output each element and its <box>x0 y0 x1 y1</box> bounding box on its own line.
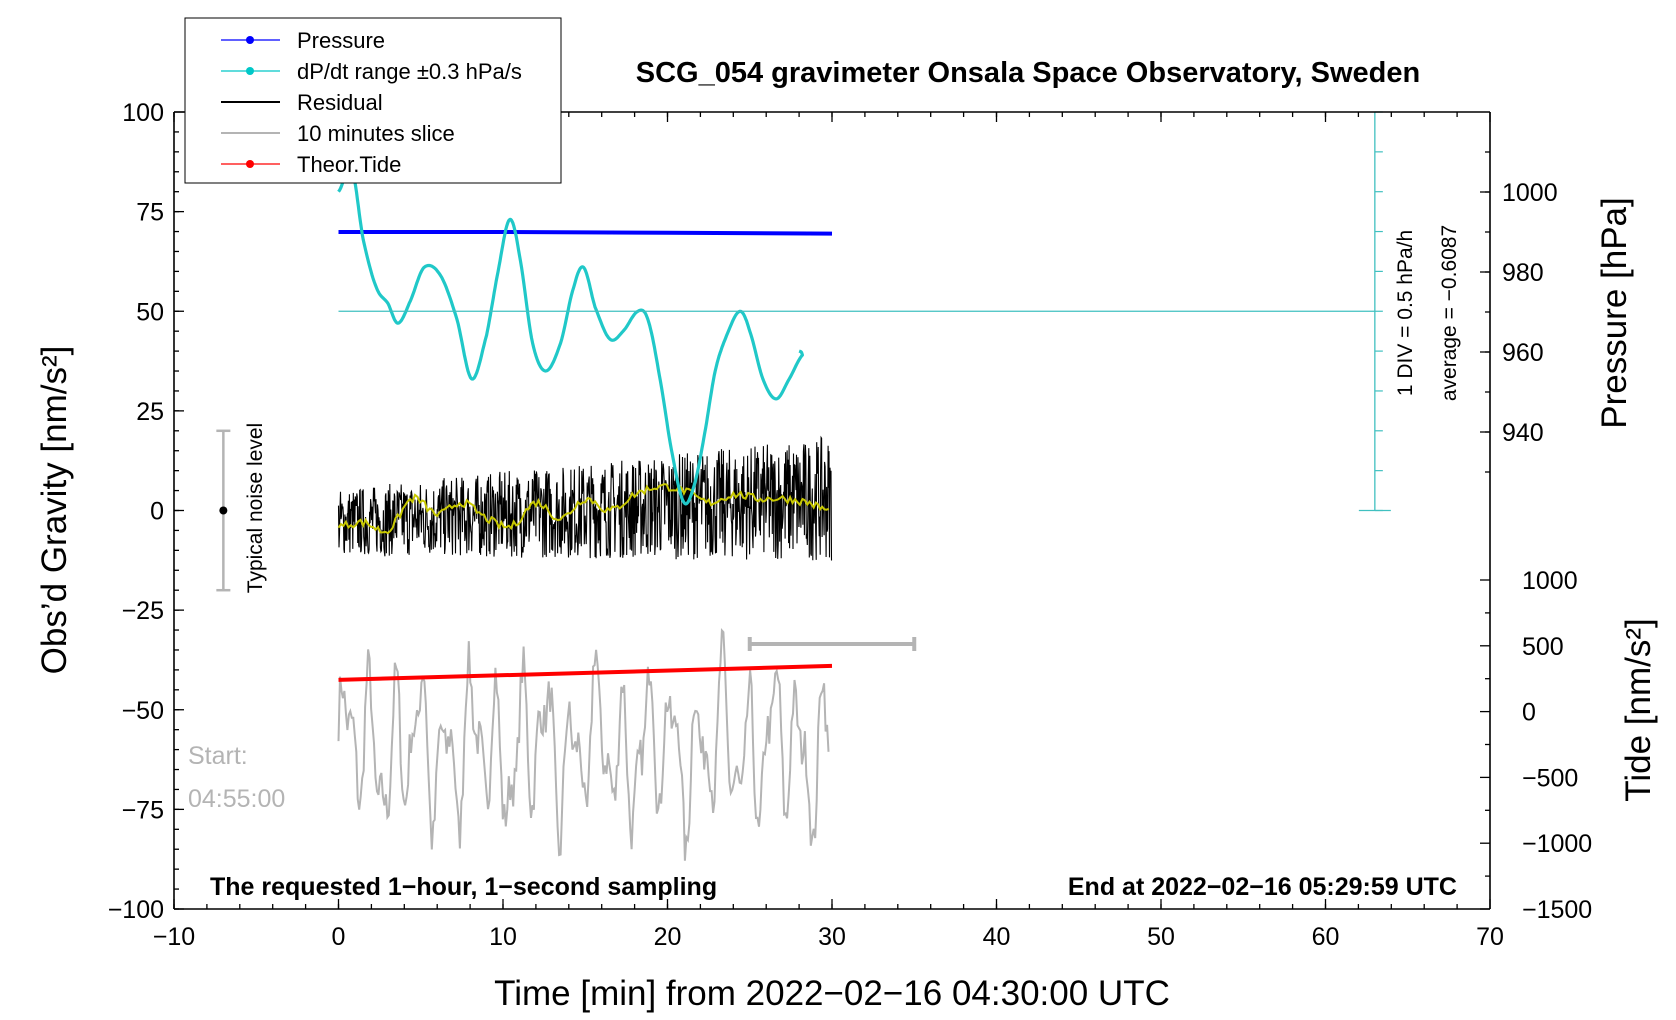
tide-tick-label: −1000 <box>1522 830 1592 858</box>
x-tick-label: −10 <box>153 923 195 951</box>
tide-tick-label: 1000 <box>1522 567 1578 595</box>
y-tick-label: 100 <box>122 99 164 127</box>
legend-label: Pressure <box>297 28 385 53</box>
legend-box <box>184 17 562 184</box>
y-tick-label: −50 <box>122 697 164 725</box>
x-tick-label: 40 <box>983 923 1011 951</box>
legend-marker <box>246 67 254 75</box>
pressure-scale-label: 1 DIV = 0.5 hPa/h <box>1394 230 1417 396</box>
y-axis-label-left: Obs’d Gravity [nm/s²] <box>35 346 74 675</box>
pressure-tick-label: 940 <box>1502 419 1544 447</box>
pressure-average-label: average = −0.6087 <box>1438 225 1461 401</box>
y-axis-label-pressure: Pressure [hPa] <box>1595 197 1634 429</box>
x-tick-label: 60 <box>1312 923 1340 951</box>
legend-marker <box>246 36 254 44</box>
chart-title: SCG_054 gravimeter Onsala Space Observat… <box>636 57 1420 89</box>
legend-label: Theor.Tide <box>297 152 401 177</box>
y-tick-label: 25 <box>136 398 164 426</box>
start-label: Start: <box>188 742 248 770</box>
y-tick-label: 0 <box>150 498 164 526</box>
residual-series-line <box>337 435 833 561</box>
slice-series-line <box>337 627 830 861</box>
x-tick-label: 50 <box>1147 923 1175 951</box>
pressure-tick-label: 1000 <box>1502 179 1558 207</box>
legend-marker <box>246 160 254 168</box>
y-tick-label: 75 <box>136 199 164 227</box>
ticks-layer: −10 0 10 20 30 40 50 60 701007550250−25−50−75−10… <box>108 99 1593 951</box>
tide-tick-label: 0 <box>1522 699 1536 727</box>
y-tick-label: 50 <box>136 298 164 326</box>
y-tick-label: −100 <box>108 896 164 924</box>
noise-level-label: Typical noise level <box>244 423 267 593</box>
start-time: 04:55:00 <box>188 785 285 813</box>
tide-tick-label: 500 <box>1522 633 1564 661</box>
note-end-time: End at 2022−02−16 05:29:59 UTC <box>1068 873 1457 901</box>
x-tick-label: 30 <box>818 923 846 951</box>
y-tick-label: −25 <box>122 597 164 625</box>
note-requested-sampling: The requested 1−hour, 1−second sampling <box>210 873 717 901</box>
legend-label: Residual <box>297 90 383 115</box>
y-tick-label: −75 <box>122 796 164 824</box>
pressure-tick-label: 960 <box>1502 339 1544 367</box>
residual-smoothed-line <box>337 483 830 535</box>
tide-tick-label: −1500 <box>1522 896 1592 924</box>
noise-level-center-dot <box>219 506 228 515</box>
legend-items: Pressure dP/dt range ±0.3 hPa/s Residual 10… <box>221 28 522 177</box>
x-tick-label: 20 <box>654 923 682 951</box>
dpdt-series-line <box>337 164 804 506</box>
y-axis-label-tide: Tide [nm/s²] <box>1619 618 1658 801</box>
x-axis-label: Time [min] from 2022−02−16 04:30:00 UTC <box>494 974 1170 1013</box>
tide-series-line <box>338 663 833 682</box>
legend-label: dP/dt range ±0.3 hPa/s <box>297 59 522 84</box>
x-tick-label: 10 <box>489 923 517 951</box>
x-tick-label: 70 <box>1476 923 1504 951</box>
x-tick-label: 0 <box>332 923 346 951</box>
tide-tick-label: −500 <box>1522 764 1578 792</box>
pressure-series-line <box>338 230 833 236</box>
legend: Pressure dP/dt range ±0.3 hPa/s Residual 10… <box>184 17 562 184</box>
legend-label: 10 minutes slice <box>297 121 455 146</box>
pressure-tick-label: 980 <box>1502 259 1544 287</box>
